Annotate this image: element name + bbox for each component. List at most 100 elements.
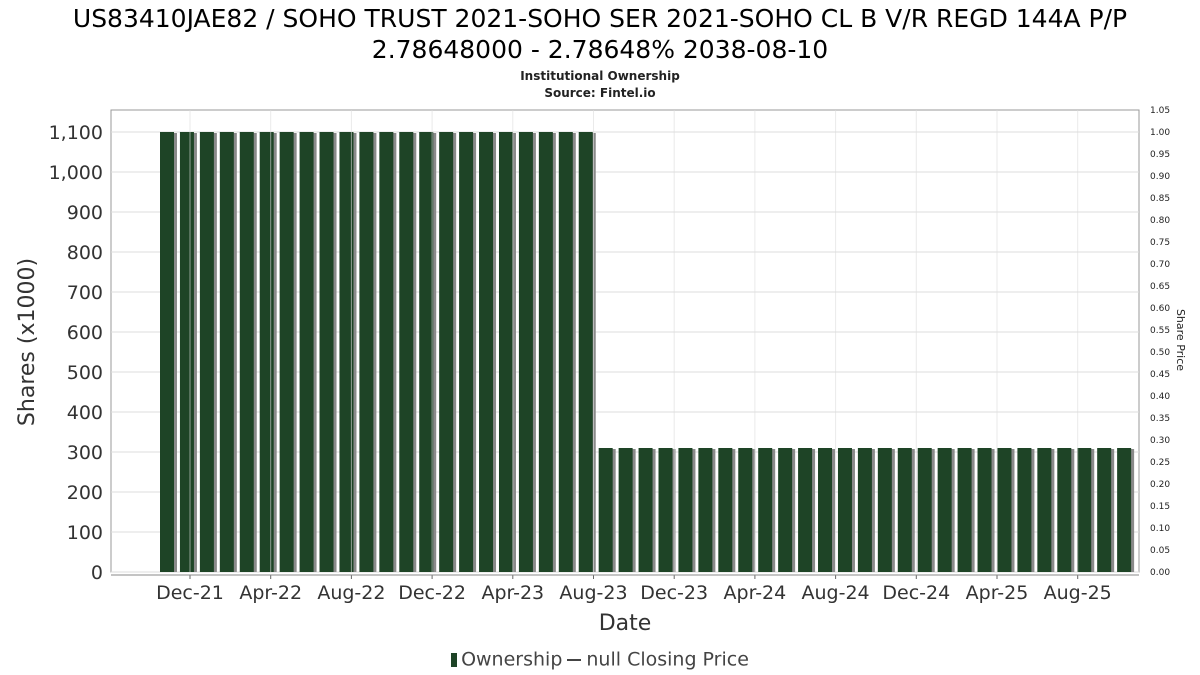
- ownership-bar: [798, 448, 813, 572]
- y-tick-label: 1,100: [49, 122, 103, 144]
- ownership-bar: [857, 448, 872, 572]
- chart-subtitle: Institutional Ownership: [520, 69, 680, 83]
- ownership-bar: [1097, 448, 1112, 572]
- y-tick-label: 800: [67, 242, 103, 264]
- ownership-bar: [179, 132, 194, 572]
- ownership-bar: [1017, 448, 1032, 572]
- chart-title-line-1: US83410JAE82 / SOHO TRUST 2021-SOHO SER …: [72, 4, 1128, 33]
- ownership-bar: [698, 448, 713, 572]
- ownership-bar: [279, 132, 294, 572]
- y-tick-label: 900: [67, 202, 103, 224]
- ownership-legend-swatch: [451, 652, 458, 667]
- ownership-bar: [259, 132, 274, 572]
- ownership-bar: [1057, 448, 1072, 572]
- ownership-bar: [877, 448, 892, 572]
- legend-price-label: null Closing Price: [586, 648, 749, 671]
- ownership-bar: [199, 132, 214, 572]
- ownership-bar: [658, 448, 673, 572]
- x-tick-label: Dec-22: [398, 582, 466, 604]
- ownership-bar: [219, 132, 234, 572]
- ownership-bar: [618, 448, 633, 572]
- y-tick-label: 500: [67, 362, 103, 384]
- ownership-bar: [1077, 448, 1092, 572]
- y2-tick-label: 0.45: [1150, 370, 1170, 380]
- ownership-bar: [459, 132, 474, 572]
- ownership-bar: [758, 448, 773, 572]
- ownership-bar: [319, 132, 334, 572]
- x-tick-label: Apr-24: [724, 582, 787, 604]
- ownership-chart: 0 100 200 300 400 500 600 700 800 900 1,000 1,100 0.…: [15, 106, 1187, 636]
- x-tick-label: Aug-22: [317, 582, 385, 604]
- ownership-bar: [498, 132, 513, 572]
- y2-tick-label: 0.70: [1150, 260, 1170, 270]
- x-tick-label: Apr-23: [481, 582, 544, 604]
- y2-tick-label: 0.30: [1150, 436, 1170, 446]
- y2-tick-label: 1.00: [1150, 128, 1170, 138]
- ownership-bar: [419, 132, 434, 572]
- price-legend-swatch: [567, 658, 582, 661]
- x-tick-label: Aug-23: [559, 582, 627, 604]
- ownership-bar: [718, 448, 733, 572]
- ownership-bar: [917, 448, 932, 572]
- chart-legend: Ownership null Closing Price: [0, 648, 1200, 671]
- y2-tick-label: 0.90: [1150, 172, 1170, 182]
- ownership-bar: [399, 132, 414, 572]
- y2-tick-label: 0.15: [1150, 502, 1170, 512]
- ownership-bar: [977, 448, 992, 572]
- ownership-bar: [897, 448, 912, 572]
- x-tick-label: Dec-24: [882, 582, 950, 604]
- ownership-bar: [578, 132, 593, 572]
- ownership-bar: [957, 448, 972, 572]
- y2-tick-label: 0.80: [1150, 216, 1170, 226]
- x-tick-label: Aug-25: [1044, 582, 1112, 604]
- y-tick-label: 700: [67, 282, 103, 304]
- y-tick-label: 300: [67, 442, 103, 464]
- ownership-bar: [1037, 448, 1052, 572]
- y2-tick-label: 0.95: [1150, 150, 1170, 160]
- ownership-bar: [479, 132, 494, 572]
- y2-tick-label: 0.65: [1150, 282, 1170, 292]
- x-tick-label: Aug-24: [802, 582, 870, 604]
- ownership-bar: [638, 448, 653, 572]
- ownership-bar: [439, 132, 454, 572]
- ownership-bar: [160, 132, 174, 572]
- ownership-bar: [738, 448, 753, 572]
- y-axis-label: Shares (x1000): [15, 258, 40, 426]
- y2-tick-label: 0.20: [1150, 480, 1170, 490]
- ownership-bar: [818, 448, 833, 572]
- ownership-bar: [339, 132, 354, 572]
- y2-axis-label: Share Price: [1174, 309, 1187, 371]
- x-tick-label: Apr-22: [239, 582, 302, 604]
- ownership-bar: [678, 448, 693, 572]
- ownership-bar: [778, 448, 793, 572]
- ownership-bar: [518, 132, 533, 572]
- y2-tick-label: 0.00: [1150, 568, 1170, 578]
- x-tick-label: Dec-21: [156, 582, 224, 604]
- ownership-bar: [359, 132, 374, 572]
- y2-tick-label: 0.85: [1150, 194, 1170, 204]
- x-axis-label: Date: [599, 611, 652, 636]
- y-tick-label: 200: [67, 482, 103, 504]
- y-tick-label: 400: [67, 402, 103, 424]
- y-tick-label: 100: [67, 522, 103, 544]
- y2-tick-label: 0.05: [1150, 546, 1170, 556]
- chart-title-line-2: 2.78648000 - 2.78648% 2038-08-10: [371, 35, 829, 64]
- y2-tick-label: 0.35: [1150, 414, 1170, 424]
- ownership-bar: [558, 132, 573, 572]
- y-tick-label: 1,000: [49, 162, 103, 184]
- ownership-bar: [538, 132, 553, 572]
- ownership-bar: [299, 132, 314, 572]
- x-tick-label: Apr-25: [966, 582, 1029, 604]
- x-tick-label: Dec-23: [640, 582, 708, 604]
- y2-tick-label: 1.05: [1150, 106, 1170, 116]
- ownership-bar: [379, 132, 394, 572]
- y2-tick-label: 0.55: [1150, 326, 1170, 336]
- y-tick-label: 0: [91, 562, 103, 584]
- ownership-bar: [598, 448, 613, 572]
- y2-tick-label: 0.60: [1150, 304, 1170, 314]
- ownership-bar: [997, 448, 1012, 572]
- y2-tick-label: 0.10: [1150, 524, 1170, 534]
- ownership-bar: [1117, 448, 1132, 572]
- ownership-bar: [837, 448, 852, 572]
- y2-tick-label: 0.25: [1150, 458, 1170, 468]
